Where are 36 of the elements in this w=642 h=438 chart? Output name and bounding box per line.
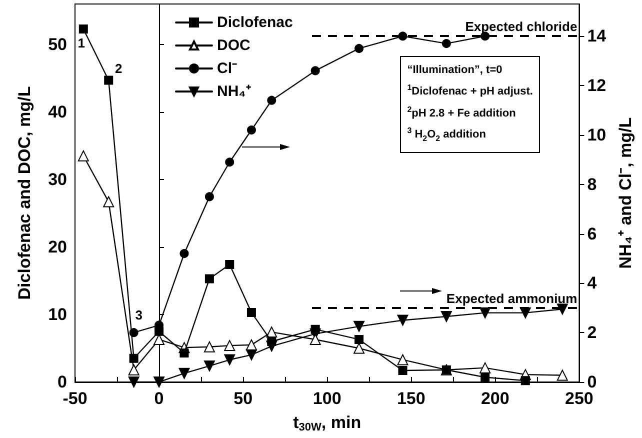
y2-tick-label: 4 bbox=[587, 274, 598, 293]
annotation: “Illumination”, t=0 bbox=[407, 63, 504, 78]
ref-line-label: Expected ammonium bbox=[446, 290, 578, 306]
y-tick-label: 50 bbox=[48, 35, 67, 54]
annotation: $^{1}$Diclofenac + pH adjust. bbox=[407, 82, 533, 100]
annotation: $^{2}$pH 2.8 + Fe addition bbox=[407, 104, 517, 122]
y2-tick-label: 14 bbox=[587, 26, 607, 46]
y2-tick-label: 8 bbox=[587, 174, 597, 194]
x-tick-label: -50 bbox=[62, 389, 88, 408]
legend-label: Diclofenac bbox=[217, 14, 293, 31]
y2-tick-label: 12 bbox=[587, 76, 606, 96]
annotation: 3 bbox=[135, 308, 142, 323]
legend-label: NH₄⁺ bbox=[217, 83, 251, 100]
annotation: 1 bbox=[78, 35, 86, 50]
legend-label: DOC bbox=[217, 37, 250, 54]
y2-tick-label: 0 bbox=[587, 372, 597, 392]
y2-tick-label: 10 bbox=[587, 125, 606, 144]
x-tick-label: 200 bbox=[480, 389, 510, 408]
y-tick-label: 40 bbox=[48, 102, 67, 122]
y2-tick-label: 2 bbox=[587, 323, 597, 342]
legend-label: Cl⁻ bbox=[217, 60, 237, 77]
annotation: $^{3}$ H$_{2}$O$_{2}$ addition bbox=[407, 125, 487, 146]
y2-tick-label: 6 bbox=[587, 224, 597, 244]
ref-line-label: Expected chloride bbox=[465, 19, 578, 34]
annotation: 2 bbox=[114, 60, 122, 76]
x-tick-label: 0 bbox=[154, 389, 164, 408]
x-tick-label: 150 bbox=[396, 389, 426, 408]
y-tick-label: 20 bbox=[48, 238, 67, 256]
x-tick-label: 250 bbox=[565, 389, 594, 408]
y-tick-label: 0 bbox=[58, 372, 67, 392]
y-tick-label: 10 bbox=[48, 305, 67, 324]
x-tick-label: 100 bbox=[312, 389, 342, 408]
x-tick-label: 50 bbox=[234, 389, 253, 408]
y2-axis-title: NH₄⁺ and Cl⁻, mg/L bbox=[616, 117, 635, 269]
y-axis-title: Diclofenac and DOC, mg/L bbox=[15, 86, 34, 300]
y-tick-label: 30 bbox=[48, 170, 67, 189]
